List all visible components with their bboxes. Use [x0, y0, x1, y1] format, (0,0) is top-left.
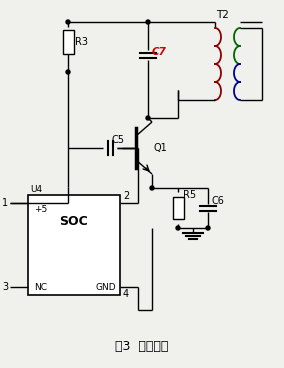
Circle shape	[146, 116, 150, 120]
Circle shape	[66, 20, 70, 24]
Text: U4: U4	[30, 185, 42, 194]
Bar	[28, 195, 120, 295]
Text: 4: 4	[123, 289, 129, 299]
Text: C7: C7	[152, 47, 167, 57]
Text: 1: 1	[2, 198, 8, 208]
Text: +5: +5	[34, 205, 47, 214]
Text: NC: NC	[34, 283, 47, 292]
Circle shape	[146, 20, 150, 24]
Text: R3: R3	[75, 37, 88, 47]
Text: T2: T2	[216, 10, 229, 20]
Text: GND: GND	[95, 283, 116, 292]
Bar	[62, 30, 74, 54]
Text: SOC: SOC	[60, 215, 88, 228]
Circle shape	[206, 226, 210, 230]
Text: C5: C5	[112, 135, 125, 145]
Text: 3: 3	[2, 282, 8, 292]
Bar	[172, 197, 183, 219]
Text: C6: C6	[212, 196, 225, 206]
Text: Q1: Q1	[154, 143, 168, 153]
Text: R5: R5	[183, 190, 196, 200]
Text: 2: 2	[123, 191, 129, 201]
Text: 图3  发射电路: 图3 发射电路	[115, 340, 169, 353]
Circle shape	[66, 70, 70, 74]
Circle shape	[176, 226, 180, 230]
Circle shape	[150, 186, 154, 190]
